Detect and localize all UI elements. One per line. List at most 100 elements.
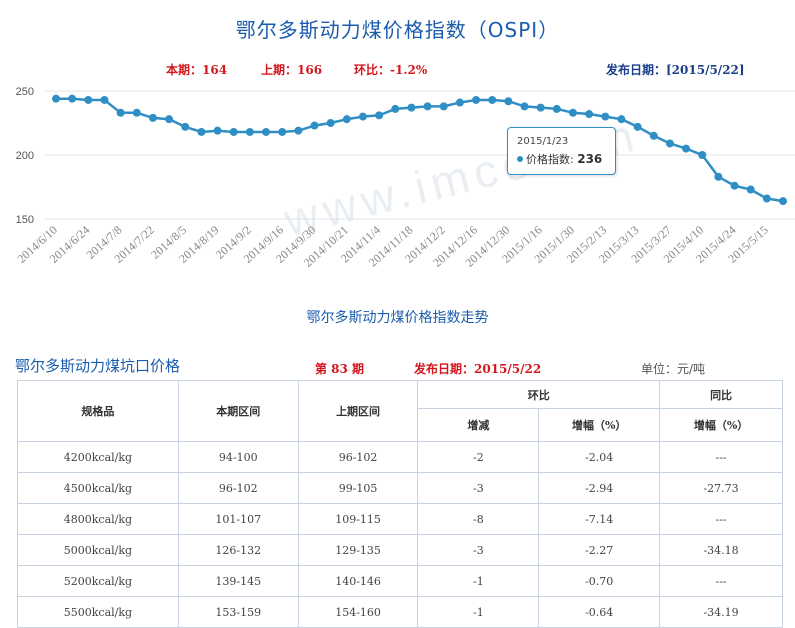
data-point (294, 126, 303, 135)
cell-change: -3 (417, 534, 540, 566)
data-point (698, 151, 707, 159)
header-yoy: 同比 (659, 380, 783, 409)
cell-yoy: --- (659, 441, 783, 473)
data-point (455, 98, 464, 107)
cell-change: -1 (417, 596, 540, 628)
y-tick-label: 200 (16, 150, 34, 162)
data-point (165, 115, 174, 124)
cell-spec: 4800kcal/kg (17, 503, 179, 535)
cell-change: -3 (417, 472, 540, 504)
cell-spec: 4200kcal/kg (17, 441, 179, 473)
cell-change: -2 (417, 441, 540, 473)
data-point (213, 126, 222, 135)
chart-title: 鄂尔多斯动力煤价格指数走势 (306, 310, 489, 326)
data-point (585, 110, 594, 119)
data-point (181, 122, 190, 131)
data-point (68, 94, 77, 103)
cell-current: 153-159 (177, 596, 299, 628)
cell-yoy: -27.73 (659, 472, 783, 504)
data-point (229, 127, 238, 136)
header-change: 增减 (417, 408, 540, 442)
table-row: 5500kcal/kg 153-159 154-160 -1 -0.64 -34… (17, 596, 783, 628)
data-point (278, 127, 287, 136)
cell-pct: -0.70 (538, 565, 661, 597)
data-point (649, 131, 658, 140)
mom-change-value: 环比：-1.2% (354, 63, 428, 77)
data-point (100, 95, 109, 104)
data-point (262, 127, 271, 136)
cell-change: -1 (417, 565, 540, 597)
price-index-chart: 1502002502014/6/102014/6/242014/7/82014/… (14, 86, 795, 270)
series-line (56, 97, 784, 203)
cell-spec: 4500kcal/kg (17, 472, 179, 504)
table-row: 4500kcal/kg 96-102 99-105 -3 -2.94 -27.7… (17, 472, 783, 504)
table-row: 5000kcal/kg 126-132 129-135 -3 -2.27 -34… (17, 534, 783, 566)
data-point (488, 95, 497, 104)
cell-pct: -7.14 (538, 503, 661, 535)
section-title: 鄂尔多斯动力煤坑口价格 (15, 357, 181, 375)
tooltip-value: 236 (577, 152, 603, 166)
cell-yoy: --- (659, 503, 783, 535)
table-row: 5200kcal/kg 139-145 140-146 -1 -0.70 --- (17, 565, 783, 597)
data-point (504, 97, 513, 106)
cell-pct: -0.64 (538, 596, 661, 628)
cell-previous: 140-146 (297, 565, 419, 597)
data-point (601, 112, 610, 121)
header-previous: 上期区间 (297, 380, 419, 442)
data-point (439, 102, 448, 111)
data-point (375, 111, 384, 120)
data-point (148, 113, 157, 122)
data-point (52, 94, 60, 103)
data-point (391, 104, 400, 113)
data-point (617, 115, 626, 124)
data-point (132, 108, 141, 117)
cell-previous: 96-102 (297, 441, 419, 473)
cell-spec: 5200kcal/kg (17, 565, 179, 597)
data-point (536, 103, 545, 112)
data-point (714, 172, 723, 181)
table-row: 4200kcal/kg 94-100 96-102 -2 -2.04 --- (17, 441, 783, 473)
cell-pct: -2.94 (538, 472, 661, 504)
cell-current: 126-132 (177, 534, 299, 566)
cell-change: -8 (417, 503, 540, 535)
series-dot-icon (517, 156, 523, 162)
cell-current: 94-100 (177, 441, 299, 473)
data-point (779, 197, 787, 206)
cell-spec: 5500kcal/kg (17, 596, 179, 628)
previous-period-value: 上期：166 (261, 63, 323, 77)
data-point (730, 181, 739, 190)
data-point (326, 119, 335, 127)
data-point (633, 122, 642, 131)
data-point (197, 127, 206, 136)
data-point (84, 95, 93, 104)
y-tick-label: 150 (16, 214, 34, 226)
release-date: 发布日期：[2015/5/22] (606, 63, 745, 77)
y-tick-label: 250 (16, 86, 34, 98)
data-point (682, 144, 691, 153)
header-mom: 环比 (417, 380, 661, 409)
cell-pct: -2.04 (538, 441, 661, 473)
cell-previous: 99-105 (297, 472, 419, 504)
data-point (310, 121, 319, 130)
cell-spec: 5000kcal/kg (17, 534, 179, 566)
data-point (358, 112, 367, 121)
data-point (407, 103, 416, 112)
header-spec: 规格品 (17, 380, 179, 442)
period-number: 第 83 期 (315, 362, 365, 376)
chart-tooltip: 2015/1/23 价格指数: 236 (507, 127, 616, 175)
table-release-date: 发布日期：2015/5/22 (414, 362, 542, 376)
page-title: 鄂尔多斯动力煤价格指数（OSPI） (235, 18, 560, 42)
data-point (342, 115, 351, 124)
data-point (665, 139, 674, 148)
table-row: 4800kcal/kg 101-107 109-115 -8 -7.14 --- (17, 503, 783, 535)
data-point (746, 185, 755, 194)
current-period-value: 本期：164 (166, 63, 228, 77)
cell-pct: -2.27 (538, 534, 661, 566)
tooltip-row: 价格指数: 236 (517, 151, 602, 167)
cell-current: 139-145 (177, 565, 299, 597)
tooltip-series-label: 价格指数: (526, 153, 574, 166)
data-point (520, 102, 529, 111)
cell-yoy: --- (659, 565, 783, 597)
header-yoy-pct: 增幅（%） (659, 408, 783, 442)
cell-current: 101-107 (177, 503, 299, 535)
